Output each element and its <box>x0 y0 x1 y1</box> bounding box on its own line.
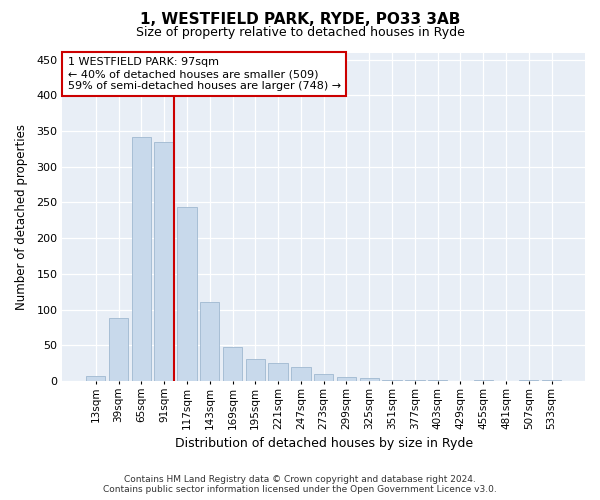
Bar <box>473 380 493 381</box>
Bar <box>519 380 538 381</box>
Bar <box>428 380 447 381</box>
Text: 1, WESTFIELD PARK, RYDE, PO33 3AB: 1, WESTFIELD PARK, RYDE, PO33 3AB <box>140 12 460 28</box>
Bar <box>291 366 311 381</box>
Bar <box>223 346 242 381</box>
Bar <box>542 380 561 381</box>
Text: Contains HM Land Registry data © Crown copyright and database right 2024.
Contai: Contains HM Land Registry data © Crown c… <box>103 474 497 494</box>
Bar <box>200 302 220 381</box>
Bar <box>314 374 334 381</box>
Bar <box>86 376 106 381</box>
Bar <box>359 378 379 381</box>
Bar <box>405 380 425 381</box>
Bar <box>245 359 265 381</box>
Bar <box>177 206 197 381</box>
Bar <box>131 138 151 381</box>
Bar <box>337 376 356 381</box>
Bar <box>154 142 174 381</box>
Text: 1 WESTFIELD PARK: 97sqm
← 40% of detached houses are smaller (509)
59% of semi-d: 1 WESTFIELD PARK: 97sqm ← 40% of detache… <box>68 58 341 90</box>
Bar <box>268 363 288 381</box>
Bar <box>109 318 128 381</box>
Bar <box>382 380 402 381</box>
Y-axis label: Number of detached properties: Number of detached properties <box>15 124 28 310</box>
X-axis label: Distribution of detached houses by size in Ryde: Distribution of detached houses by size … <box>175 437 473 450</box>
Text: Size of property relative to detached houses in Ryde: Size of property relative to detached ho… <box>136 26 464 39</box>
